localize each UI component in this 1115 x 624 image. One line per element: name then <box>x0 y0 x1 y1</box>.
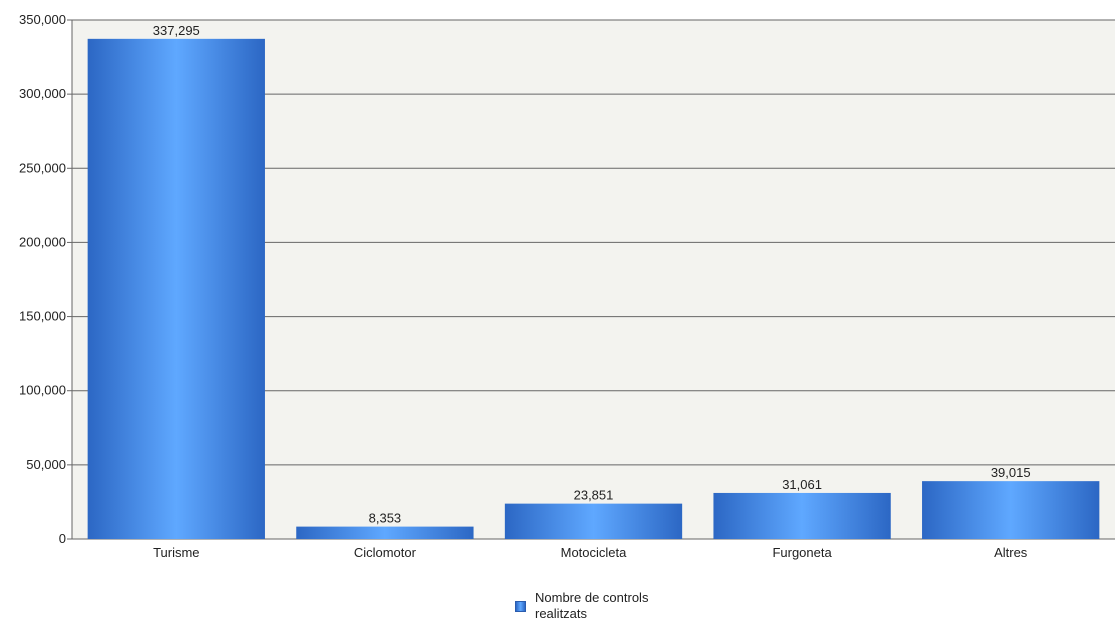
bar-motocicleta[interactable] <box>504 503 683 539</box>
y-tick-label: 350,000 <box>19 12 66 27</box>
bar-furgoneta[interactable] <box>713 492 891 539</box>
y-tick-label: 150,000 <box>19 309 66 324</box>
y-tick-label: 0 <box>59 531 66 546</box>
x-tick-label: Motocicleta <box>561 545 628 560</box>
x-axis-ticks: Turisme Ciclomotor Motocicleta Furgoneta Alt… <box>153 545 1028 560</box>
y-tick-label: 50,000 <box>26 457 66 472</box>
legend[interactable]: Nombre de controls realitzats <box>515 590 685 622</box>
y-axis-ticks: 0 50,000 100,000 150,000 200,000 250,000 300,0… <box>19 12 72 546</box>
x-tick-label: Furgoneta <box>772 545 832 560</box>
bar-ciclomotor[interactable] <box>296 526 474 539</box>
data-label-turisme: 337,295 <box>153 23 200 38</box>
data-label-motocicleta: 23,851 <box>574 488 614 503</box>
data-labels: 337,295 8,353 23,851 31,061 39,015 <box>153 23 1031 526</box>
y-tick-label: 100,000 <box>19 383 66 398</box>
data-label-ciclomotor: 8,353 <box>369 511 402 526</box>
x-tick-label: Altres <box>994 545 1028 560</box>
y-tick-label: 200,000 <box>19 234 66 249</box>
legend-label: Nombre de controls realitzats <box>535 590 649 621</box>
y-tick-label: 300,000 <box>19 86 66 101</box>
bar-turisme[interactable] <box>87 38 265 540</box>
y-tick-label: 250,000 <box>19 160 66 175</box>
x-tick-label: Ciclomotor <box>354 545 417 560</box>
bar-altres[interactable] <box>922 481 1100 539</box>
bars <box>87 38 1100 540</box>
data-label-altres: 39,015 <box>991 465 1031 480</box>
data-label-furgoneta: 31,061 <box>782 477 822 492</box>
x-tick-label: Turisme <box>153 545 199 560</box>
legend-swatch <box>515 601 526 612</box>
